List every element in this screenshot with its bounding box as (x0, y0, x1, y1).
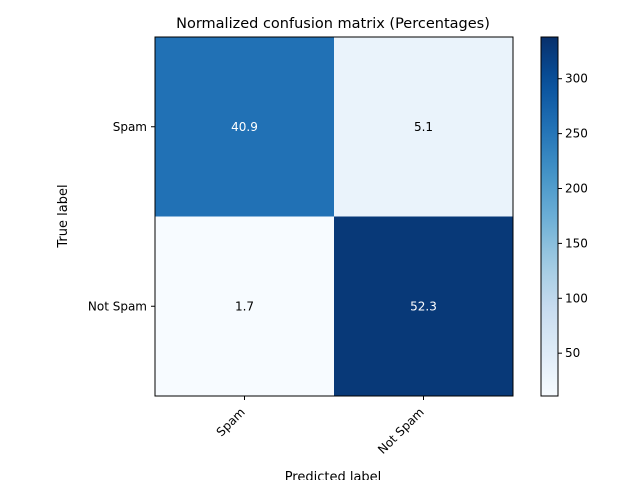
x-axis-label: Predicted label (285, 470, 382, 480)
colorbar-tick-label: 150 (565, 236, 588, 250)
heatmap-cell (334, 216, 514, 397)
chart-title: Normalized confusion matrix (Percentages… (176, 16, 490, 32)
cell-value-labels: 40.9 5.1 1.7 52.3 (231, 120, 437, 314)
colorbar-gradient (540, 36, 559, 397)
heatmap-cell (334, 37, 514, 217)
colorbar: 50 100 150 200 250 300 (540, 36, 588, 397)
y-tick-label: Not Spam (88, 299, 147, 313)
y-axis-ticks: Spam Not Spam (88, 120, 155, 313)
plot-frame (154, 36, 514, 397)
colorbar-tick-label: 300 (565, 72, 588, 86)
colorbar-tick-label: 250 (565, 127, 588, 141)
colorbar-tick-label: 100 (565, 291, 588, 305)
y-axis-label: True label (56, 184, 71, 248)
cell-value-label: 52.3 (410, 299, 437, 313)
heatmap-cells (155, 37, 514, 397)
y-tick-label: Spam (113, 120, 147, 134)
colorbar-tick-label: 200 (565, 182, 588, 196)
heatmap-cell (155, 216, 335, 397)
colorbar-tick-label: 50 (565, 346, 580, 360)
cell-value-label: 1.7 (235, 299, 254, 313)
cell-value-label: 5.1 (414, 120, 433, 134)
heatmap-cell (155, 37, 335, 217)
cell-value-label: 40.9 (231, 120, 258, 134)
